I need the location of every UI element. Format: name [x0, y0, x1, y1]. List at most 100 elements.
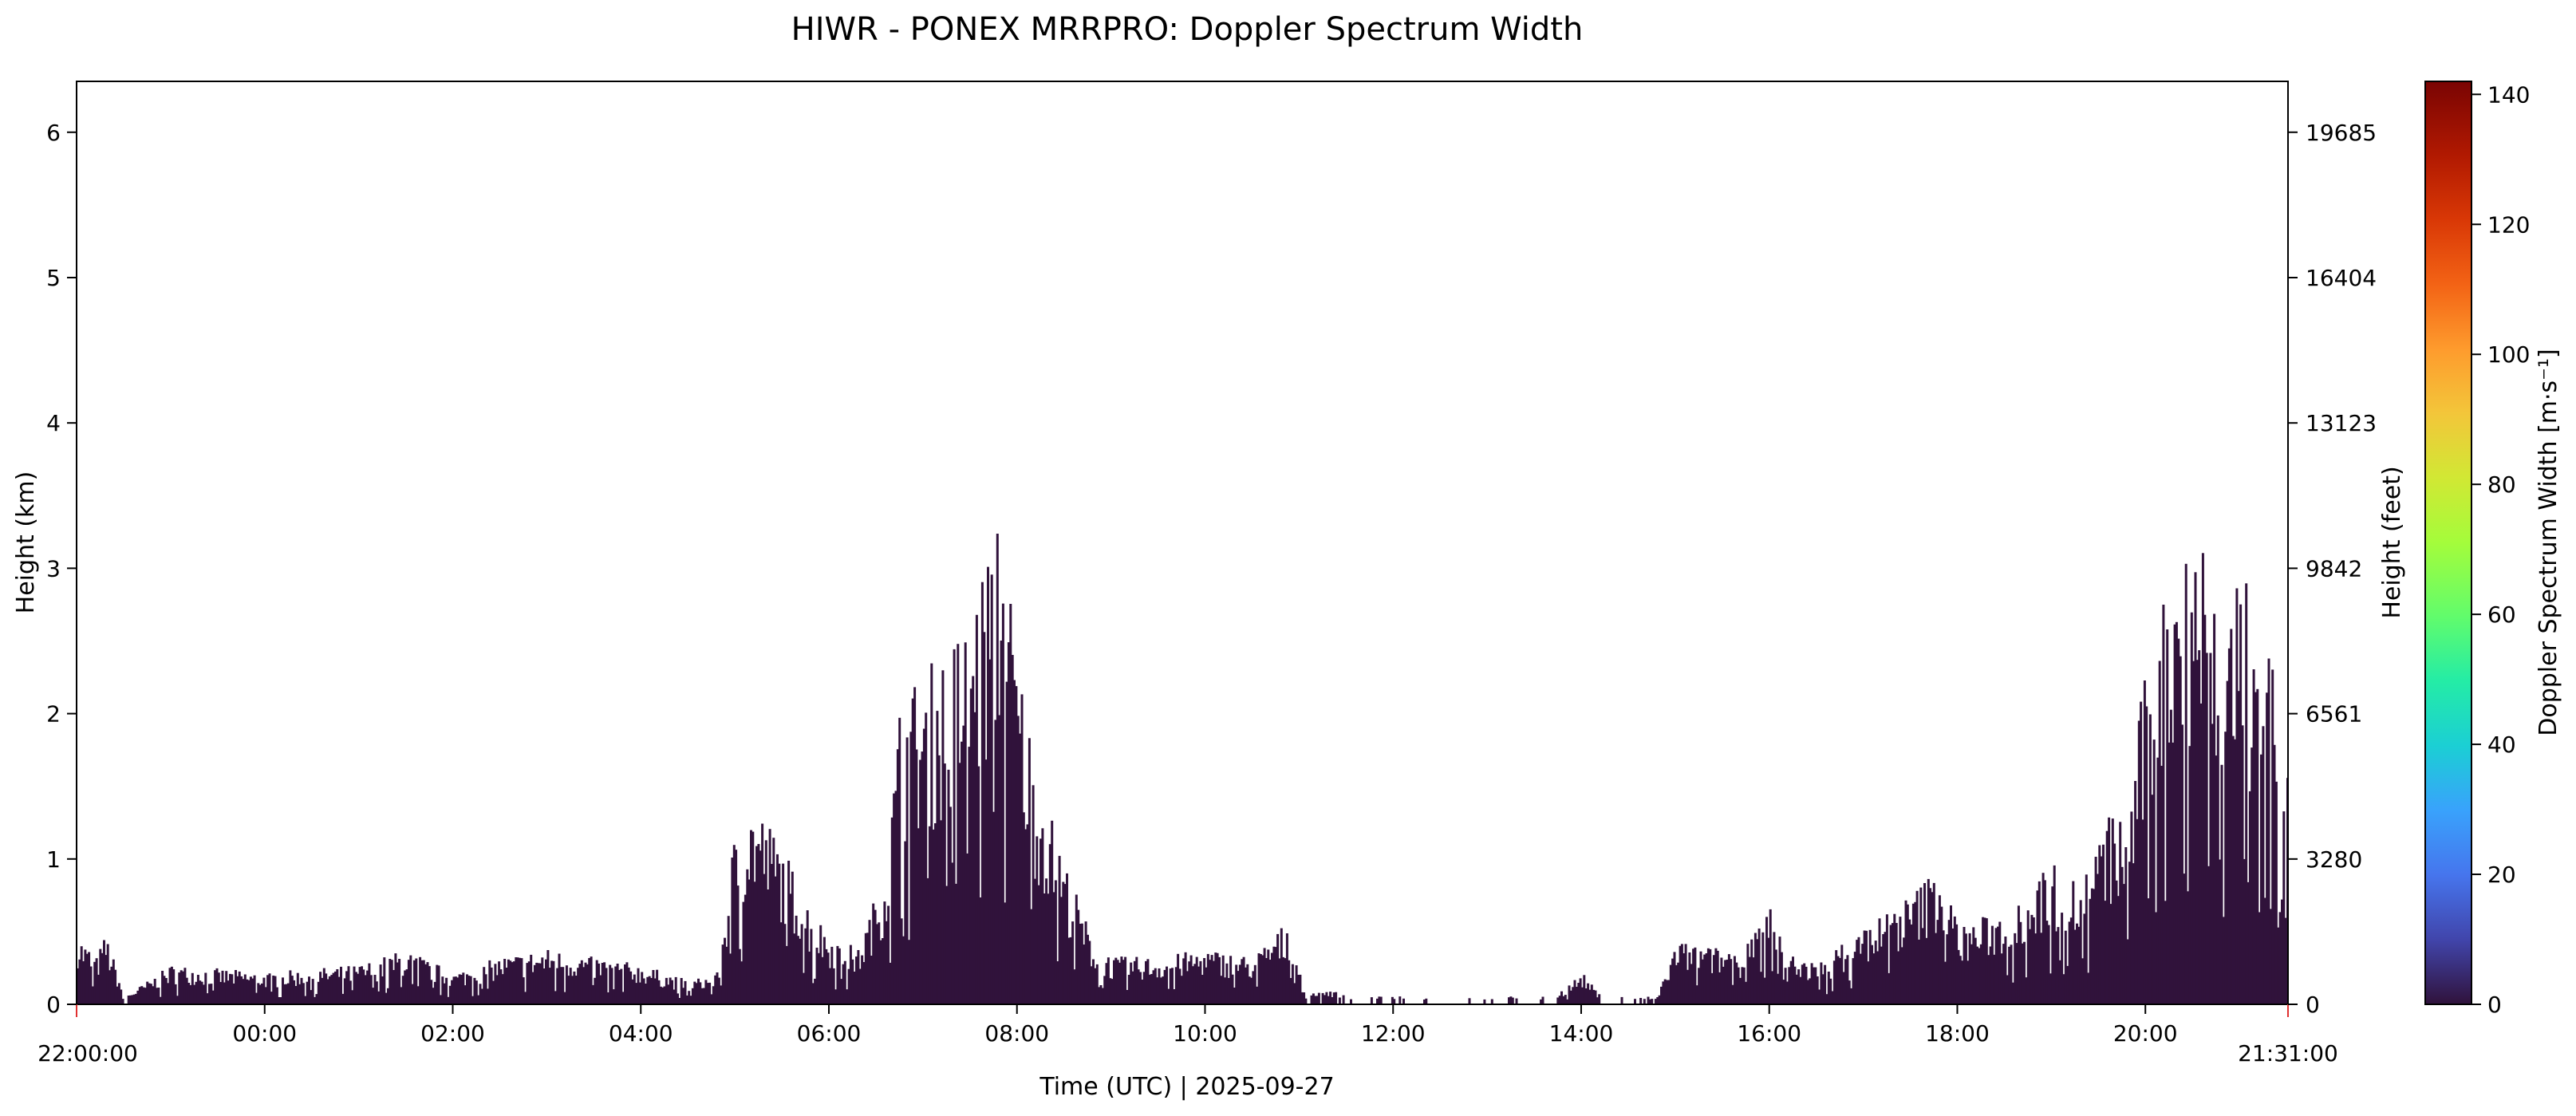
echo-column	[2038, 881, 2041, 1004]
echo-column	[1899, 917, 1902, 1004]
echo-column	[375, 981, 378, 1004]
echo-column	[416, 986, 420, 1004]
chart-title: HIWR - PONEX MRRPRO: Doppler Spectrum Wi…	[791, 11, 1584, 48]
echo-column	[1590, 984, 1593, 1004]
echo-column	[1004, 902, 1007, 1004]
echo-column	[152, 986, 155, 1004]
echo-column	[223, 982, 226, 1004]
echo-column	[932, 829, 935, 1004]
echo-column	[2256, 688, 2259, 1004]
echo-column	[1895, 923, 1898, 1004]
echo-column	[1297, 975, 1300, 1004]
echo-column	[300, 977, 303, 1004]
echo-column	[1647, 996, 1650, 1004]
echo-column	[889, 962, 892, 1004]
echo-column	[832, 968, 835, 1004]
echo-column	[1994, 928, 1998, 1004]
echo-column	[2096, 873, 2099, 1004]
echo-column	[1066, 873, 1068, 1004]
echo-column	[1253, 964, 1256, 1004]
echo-column	[1274, 947, 1277, 1004]
echo-column	[2124, 847, 2128, 1004]
echo-column	[1289, 978, 1292, 1004]
echo-column	[804, 928, 807, 1004]
echo-column	[2036, 890, 2039, 1004]
echo-column	[1987, 955, 1990, 1004]
echo-column	[82, 961, 85, 1004]
echo-column	[878, 922, 881, 1004]
echo-column	[1214, 952, 1217, 1004]
echo-column	[909, 732, 913, 1004]
echo-column	[1145, 960, 1147, 1004]
echo-column	[117, 983, 120, 1004]
echo-column	[78, 959, 81, 1004]
echo-column	[2155, 912, 2157, 1004]
echo-column	[1892, 923, 1894, 1004]
echo-column	[872, 903, 875, 1004]
echo-column	[89, 966, 93, 1004]
echo-column	[1009, 604, 1012, 1004]
x-end-label: 21:31:00	[2238, 1040, 2338, 1067]
echo-column	[682, 988, 685, 1004]
echo-column	[1785, 981, 1789, 1004]
echo-column	[1276, 933, 1280, 1004]
echo-column	[498, 961, 501, 1004]
echo-column	[110, 966, 113, 1004]
echo-column	[1799, 976, 1802, 1004]
echo-column	[969, 688, 972, 1004]
echo-column	[740, 961, 744, 1004]
echo-column	[1133, 960, 1136, 1004]
echo-column	[1209, 960, 1212, 1004]
echo-column	[200, 981, 203, 1004]
echo-column	[1045, 878, 1048, 1004]
echo-column	[315, 994, 318, 1004]
echo-column	[785, 945, 788, 1004]
echo-column	[206, 993, 209, 1004]
echo-column	[480, 988, 483, 1004]
echo-column	[524, 992, 527, 1004]
echo-column	[755, 846, 758, 1004]
echo-column	[2064, 930, 2067, 1004]
echo-column	[1620, 996, 1623, 1004]
echo-column	[452, 976, 456, 1004]
echo-column	[2284, 917, 2287, 1004]
echo-column	[979, 897, 982, 1004]
echo-column	[1280, 928, 1283, 1004]
echo-column	[298, 984, 302, 1004]
echo-column	[1272, 946, 1276, 1004]
echo-column	[1242, 956, 1245, 1004]
echo-column	[887, 905, 890, 1004]
echo-column	[168, 968, 172, 1004]
echo-column	[127, 996, 130, 1004]
echo-column	[387, 988, 389, 1004]
echo-column	[1923, 883, 1926, 1004]
echo-column	[1587, 983, 1590, 1004]
echo-column	[1011, 655, 1014, 1004]
echo-column	[279, 997, 282, 1004]
echo-column	[1109, 978, 1112, 1004]
echo-column	[2087, 972, 2090, 1004]
echo-column	[2119, 822, 2122, 1004]
echo-column	[1777, 973, 1780, 1004]
echo-column	[2049, 973, 2052, 1004]
echo-column	[1658, 995, 1661, 1004]
echo-column	[714, 975, 717, 1004]
echo-column	[941, 670, 945, 1004]
echo-column	[674, 976, 677, 1004]
echo-column	[2220, 764, 2223, 1004]
echo-column	[2006, 975, 2009, 1004]
echo-column	[1150, 974, 1154, 1004]
echo-column	[949, 806, 952, 1004]
echo-column	[2011, 982, 2014, 1004]
echo-column	[2195, 660, 2199, 1004]
echo-column	[310, 990, 313, 1004]
echo-column	[893, 793, 896, 1004]
echo-column	[1218, 956, 1221, 1004]
echo-column	[157, 988, 160, 1004]
echo-column	[1246, 964, 1249, 1004]
echo-column	[1177, 953, 1180, 1004]
echo-column	[571, 976, 574, 1004]
echo-column	[584, 962, 587, 1004]
echo-column	[458, 974, 461, 1004]
echo-column	[625, 962, 629, 1004]
